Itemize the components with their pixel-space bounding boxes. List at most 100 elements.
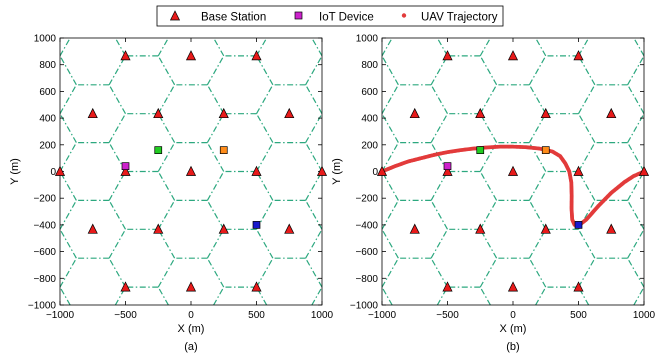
legend-trajectory-marker	[401, 13, 407, 18]
hex-edge	[430, 200, 449, 230]
base-station-marker	[442, 281, 453, 292]
hex-edge	[305, 55, 322, 86]
base-stations	[376, 50, 650, 292]
hex-edge	[627, 142, 644, 172]
hex-edge	[306, 345, 322, 364]
hex-edge	[534, 38, 547, 57]
base-station-marker	[120, 50, 131, 61]
hex-edge	[255, 171, 274, 201]
hex-edge	[577, 38, 590, 57]
hex-edge	[577, 229, 596, 259]
base-station-marker	[540, 107, 551, 119]
panel-caption: (a)	[184, 341, 197, 353]
hex-edge	[333, 114, 349, 143]
hex-edge	[11, 316, 27, 345]
hex-edge	[11, 200, 27, 229]
hex-edge	[305, 171, 322, 201]
hex-grid-b	[333, 0, 644, 364]
hex-edge	[382, 84, 399, 114]
base-station-marker	[507, 281, 519, 292]
hex-edge	[382, 55, 399, 86]
y-axis-label: Y (m)	[9, 158, 21, 185]
hex-edge	[109, 0, 125, 27]
base-station-marker	[218, 107, 229, 119]
hex-edge	[255, 55, 274, 86]
iot-device-marker	[574, 221, 583, 229]
hex-edge	[108, 257, 127, 288]
hex-edge	[529, 0, 545, 27]
base-station-marker	[185, 165, 197, 176]
hex-edge	[207, 345, 223, 364]
hex-edge	[60, 171, 77, 201]
hex-edge	[255, 229, 274, 259]
base-station-marker	[475, 107, 486, 119]
hex-edge	[430, 257, 449, 288]
iot-device-marker	[154, 146, 163, 154]
hex-edge	[212, 38, 225, 57]
x-tick-label: 1000	[311, 310, 334, 321]
hex-edge	[579, 345, 595, 364]
hex-edge	[627, 55, 644, 86]
hex-edge	[305, 229, 322, 259]
base-station-marker	[507, 50, 519, 61]
hex-edge	[108, 84, 127, 114]
hex-edge	[60, 257, 77, 288]
y-tick-label: −200	[355, 194, 378, 205]
hex-edge	[108, 113, 127, 143]
y-tick-label: −200	[33, 194, 56, 205]
hex-edge	[382, 257, 399, 288]
x-axis-label: X (m)	[500, 323, 527, 335]
hex-edge	[404, 316, 420, 345]
hex-edge	[627, 229, 644, 259]
hex-edge	[11, 258, 27, 287]
base-station-marker	[284, 107, 295, 119]
hex-edge	[255, 257, 274, 288]
hex-edge	[528, 55, 547, 86]
base-station-marker	[409, 107, 420, 119]
panel-caption: (b)	[506, 341, 519, 353]
base-station-marker	[251, 165, 262, 176]
hex-edge	[305, 84, 322, 114]
hex-edge	[333, 200, 349, 229]
hex-edge	[257, 345, 273, 364]
y-tick-label: −400	[355, 220, 378, 231]
base-station-marker	[153, 107, 164, 119]
y-tick-label: −600	[33, 247, 56, 258]
hex-edge	[114, 38, 127, 57]
hex-edge	[382, 200, 399, 230]
x-tick-label: 1000	[633, 310, 656, 321]
hex-edge	[577, 113, 596, 143]
y-tick-label: 600	[361, 87, 378, 98]
y-tick-label: 800	[361, 60, 378, 71]
hex-edge	[11, 287, 27, 316]
hex-edge	[577, 171, 596, 201]
hex-edge	[206, 142, 225, 172]
hex-edge	[436, 38, 449, 57]
hex-edge	[157, 257, 176, 288]
base-station-marker	[120, 165, 131, 176]
hex-edge	[382, 171, 399, 201]
iot-device-marker	[541, 146, 550, 154]
hex-edge	[158, 345, 174, 364]
hex-edge	[579, 0, 595, 27]
y-tick-label: 400	[39, 114, 56, 125]
hex-edge	[430, 55, 449, 86]
y-tick-label: 600	[39, 87, 56, 98]
hex-edge	[157, 84, 176, 114]
hex-edge	[529, 345, 545, 364]
hex-grid-a	[11, 0, 420, 364]
hex-edge	[633, 286, 644, 305]
y-tick-label: −1000	[28, 301, 57, 312]
base-station-marker	[185, 281, 197, 292]
hex-edge	[157, 38, 170, 57]
legend: Base Station IoT Device UAV Trajectory	[156, 5, 504, 27]
hex-edge	[627, 171, 644, 201]
iot-devices	[121, 146, 261, 229]
hex-edge	[305, 200, 322, 230]
hex-edge	[479, 257, 498, 288]
base-station-marker	[442, 165, 453, 176]
hex-edge	[627, 257, 644, 288]
base-station-marker	[153, 223, 164, 234]
hex-edge	[577, 257, 596, 288]
